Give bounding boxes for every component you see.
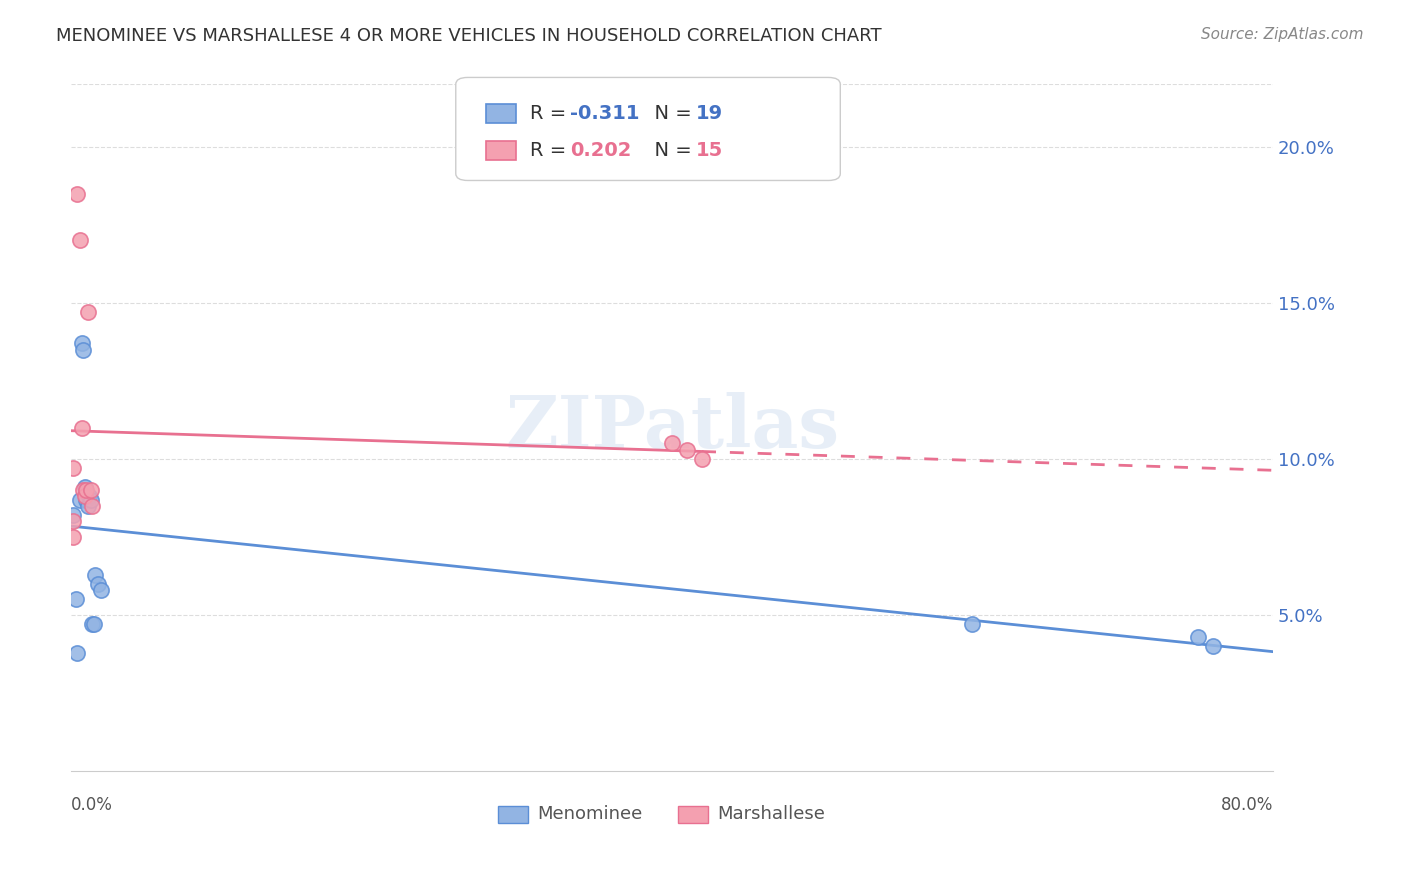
Text: 0.0%: 0.0%	[72, 797, 112, 814]
Text: 80.0%: 80.0%	[1220, 797, 1272, 814]
Text: -0.311: -0.311	[569, 104, 640, 123]
Point	[1202, 640, 1225, 654]
Point	[62, 515, 84, 529]
Point	[62, 508, 84, 523]
FancyBboxPatch shape	[486, 104, 516, 123]
Point	[661, 436, 683, 450]
Point	[75, 483, 97, 498]
Text: MENOMINEE VS MARSHALLESE 4 OR MORE VEHICLES IN HOUSEHOLD CORRELATION CHART: MENOMINEE VS MARSHALLESE 4 OR MORE VEHIC…	[56, 27, 882, 45]
Point	[66, 646, 89, 660]
Point	[90, 583, 112, 598]
Point	[70, 421, 93, 435]
Point	[73, 490, 96, 504]
Point	[69, 492, 91, 507]
Text: Marshallese: Marshallese	[717, 805, 825, 823]
Point	[72, 483, 94, 498]
Point	[80, 483, 103, 498]
Text: 0.202: 0.202	[569, 141, 631, 160]
Text: Menominee: Menominee	[537, 805, 643, 823]
FancyBboxPatch shape	[456, 78, 841, 180]
Text: Source: ZipAtlas.com: Source: ZipAtlas.com	[1201, 27, 1364, 42]
Point	[690, 452, 713, 467]
Point	[69, 234, 91, 248]
Point	[1187, 630, 1209, 644]
Text: 15: 15	[696, 141, 723, 160]
Text: 19: 19	[696, 104, 723, 123]
FancyBboxPatch shape	[486, 141, 516, 160]
FancyBboxPatch shape	[678, 805, 709, 822]
Point	[66, 186, 89, 201]
Point	[76, 499, 98, 513]
Text: R =: R =	[530, 104, 572, 123]
FancyBboxPatch shape	[498, 805, 527, 822]
Point	[73, 480, 96, 494]
Point	[80, 492, 103, 507]
Point	[65, 592, 87, 607]
Text: N =: N =	[643, 141, 697, 160]
Point	[83, 617, 105, 632]
Point	[76, 305, 98, 319]
Point	[87, 577, 110, 591]
Point	[72, 343, 94, 357]
Point	[82, 617, 104, 632]
Point	[62, 461, 84, 475]
Point	[62, 530, 84, 544]
Point	[84, 567, 107, 582]
Point	[70, 336, 93, 351]
Point	[676, 442, 699, 457]
Point	[75, 492, 97, 507]
Text: R =: R =	[530, 141, 572, 160]
Point	[82, 499, 104, 513]
Text: ZIPatlas: ZIPatlas	[505, 392, 839, 463]
Point	[77, 490, 100, 504]
Point	[962, 617, 984, 632]
Text: N =: N =	[643, 104, 697, 123]
